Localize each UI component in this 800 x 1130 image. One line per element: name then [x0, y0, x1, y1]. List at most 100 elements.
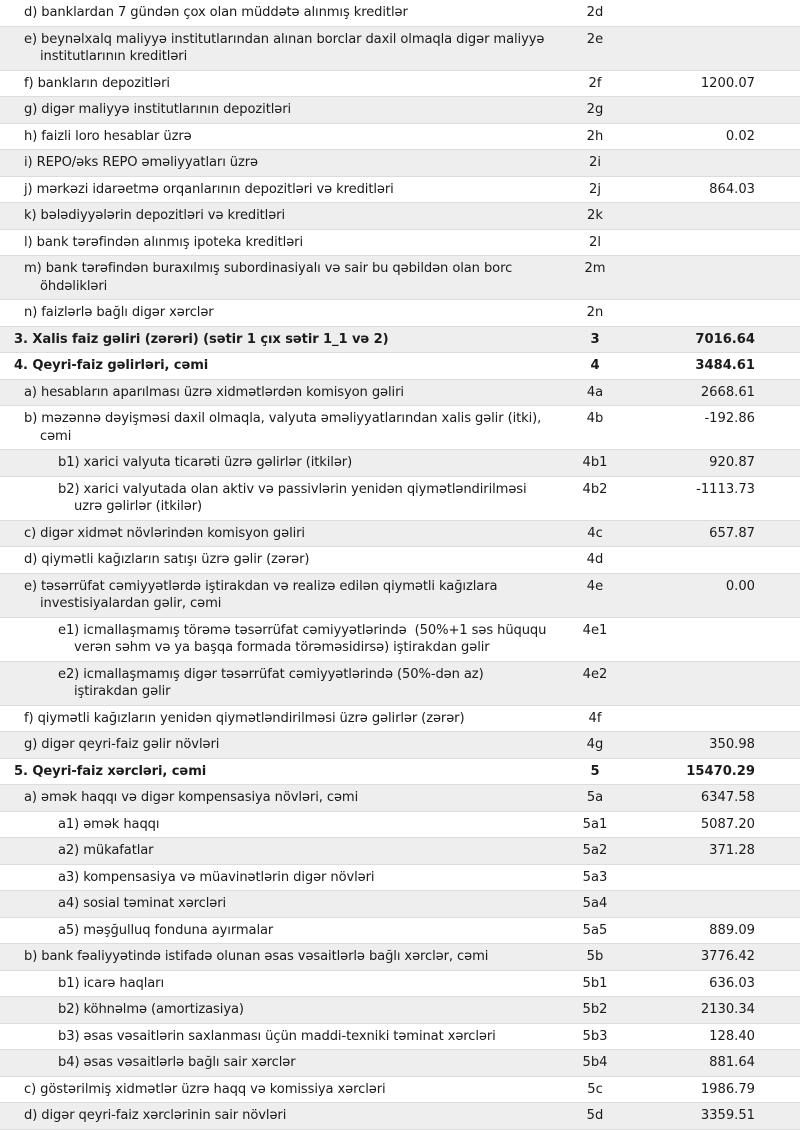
- row-label: e2) icmallaşmamış digər təsərrüfat cəmiy…: [58, 666, 488, 700]
- table-row: b2) xarici valyutada olan aktiv və passi…: [0, 476, 800, 521]
- row-value: 128.40: [709, 1028, 755, 1044]
- row-code: 2m: [584, 261, 606, 276]
- row-code: 2j: [589, 181, 601, 197]
- table-row: e1) icmallaşmamış törəmə təsərrüfat cəmi…: [0, 617, 800, 662]
- table-row: e) təsərrüfat cəmiyyətlərdə iştirakdan v…: [0, 573, 800, 618]
- row-label: h) faizli loro hesablar üzrə: [24, 128, 192, 144]
- row-code: 5c: [587, 1081, 603, 1097]
- row-label: g) digər maliyyə institutlarının depozit…: [24, 102, 292, 117]
- row-value: 0.02: [725, 128, 755, 144]
- row-code: 4c: [587, 525, 603, 541]
- row-label: a) əmək haqqı və digər kompensasiya növl…: [24, 790, 359, 805]
- row-code: 5b4: [582, 1055, 608, 1070]
- row-code: 2d: [586, 5, 604, 20]
- row-label: a) hesabların aparılması üzrə xidmətlərd…: [24, 384, 404, 400]
- row-value: 864.03: [709, 181, 755, 197]
- row-label: g) digər qeyri-faiz gəlir növləri: [24, 737, 220, 752]
- row-code: 4e1: [582, 622, 608, 638]
- row-code: 5d: [586, 1108, 604, 1123]
- row-value: [635, 300, 800, 308]
- row-value: [635, 706, 800, 714]
- table-row: b4) əsas vəsaitlərlə bağlı sair xərclər 5…: [0, 1050, 800, 1077]
- row-code: 4b: [586, 411, 604, 426]
- row-value: 3484.61: [695, 358, 755, 373]
- row-code: 2l: [589, 234, 601, 250]
- table-row: a4) sosial təminat xərcləri 5a4: [0, 891, 800, 918]
- row-label: b) bank fəaliyyətində istifadə olunan əs…: [24, 949, 489, 964]
- row-label: b3) əsas vəsaitlərin saxlanması üçün mad…: [58, 1028, 496, 1044]
- row-code: 2k: [587, 208, 603, 223]
- row-label: e1) icmallaşmamış törəmə təsərrüfat cəmi…: [58, 622, 551, 656]
- table-row: a2) mükafatlar 5a2 371.28: [0, 838, 800, 865]
- table-row: h) faizli loro hesablar üzrə 2h 0.02: [0, 123, 800, 150]
- row-code: 2h: [586, 128, 604, 144]
- row-label: b) məzənnə dəyişməsi daxil olmaqla, valy…: [24, 411, 546, 444]
- row-value: [635, 256, 800, 264]
- row-label: e) təsərrüfat cəmiyyətlərdə iştirakdan v…: [24, 578, 502, 612]
- row-code: 2n: [586, 305, 604, 320]
- table-row: b1) icarə haqları 5b1 636.03: [0, 970, 800, 997]
- row-label: f) qiymətli kağızların yenidən qiymətlən…: [24, 710, 465, 726]
- table-row: b) bank fəaliyyətində istifadə olunan əs…: [0, 944, 800, 971]
- row-value: 881.64: [709, 1055, 755, 1070]
- row-code: 2g: [586, 102, 604, 117]
- table-row: b2) köhnəlmə (amortizasiya) 5b2 2130.34: [0, 997, 800, 1024]
- row-value: [635, 230, 800, 238]
- row-label: m) bank tərəfindən buraxılmış subordinas…: [24, 261, 517, 294]
- row-value: 5087.20: [700, 816, 755, 832]
- table-row: l) bank tərəfindən alınmış ipoteka kredi…: [0, 229, 800, 256]
- row-code: 2f: [588, 75, 602, 91]
- row-code: 5: [590, 763, 600, 779]
- row-label: l) bank tərəfindən alınmış ipoteka kredi…: [24, 234, 303, 250]
- row-code: 3: [590, 331, 600, 347]
- table-row: d) digər qeyri-faiz xərclərinin sair növ…: [0, 1103, 800, 1130]
- row-label: e) beynəlxalq maliyyə institutlarından a…: [24, 31, 549, 65]
- row-label: f) bankların depozitləri: [24, 75, 170, 91]
- row-value: 350.98: [709, 737, 755, 752]
- row-label: j) mərkəzi idarəetmə orqanlarının depozi…: [24, 181, 394, 197]
- row-value: 889.09: [709, 922, 755, 938]
- table-row: a) əmək haqqı və digər kompensasiya növl…: [0, 785, 800, 812]
- table-row: a3) kompensasiya və müavinətlərin digər …: [0, 864, 800, 891]
- row-code: 5a4: [582, 896, 608, 911]
- row-value: 2130.34: [700, 1002, 755, 1017]
- row-code: 4d: [586, 552, 604, 567]
- row-value: 0.00: [725, 578, 755, 594]
- row-label: k) bələdiyyələrin depozitləri və kreditl…: [24, 208, 286, 223]
- row-value: [635, 891, 800, 899]
- row-value: 1200.07: [700, 75, 755, 91]
- row-code: 4e2: [582, 666, 608, 682]
- row-label: a2) mükafatlar: [58, 843, 154, 858]
- table-row: 4. Qeyri-faiz gəlirləri, cəmi 4 3484.61: [0, 353, 800, 380]
- row-code: 4f: [588, 710, 602, 726]
- row-value: 3359.51: [700, 1108, 755, 1123]
- row-code: 4g: [586, 737, 604, 752]
- row-value: [635, 203, 800, 211]
- row-label: a1) əmək haqqı: [58, 816, 160, 832]
- table-row: e) beynəlxalq maliyyə institutlarından a…: [0, 26, 800, 71]
- row-value: [635, 0, 800, 8]
- row-value: 2668.61: [700, 384, 755, 400]
- row-value: [635, 97, 800, 105]
- row-code: 4b1: [582, 455, 608, 470]
- row-label: i) REPO/əks REPO əməliyyatları üzrə: [24, 155, 259, 170]
- table-row: m) bank tərəfindən buraxılmış subordinas…: [0, 256, 800, 300]
- row-value: 7016.64: [695, 331, 755, 347]
- row-code: 5a5: [582, 922, 608, 938]
- row-code: 5a3: [582, 869, 608, 885]
- row-value: [635, 865, 800, 873]
- table-row: g) digər qeyri-faiz gəlir növləri 4g 350.9…: [0, 732, 800, 759]
- row-label: b2) köhnəlmə (amortizasiya): [58, 1002, 244, 1017]
- row-value: 920.87: [709, 455, 755, 470]
- row-value: -192.86: [704, 411, 755, 426]
- table-row: k) bələdiyyələrin depozitləri və kreditl…: [0, 203, 800, 230]
- table-row: d) banklardan 7 gündən çox olan müddətə …: [0, 0, 800, 27]
- table-row: c) göstərilmiş xidmətlər üzrə haqq və ko…: [0, 1076, 800, 1103]
- table-row: 3. Xalis faiz gəliri (zərəri) (sətir 1 ç…: [0, 326, 800, 353]
- row-label: a4) sosial təminat xərcləri: [58, 896, 227, 911]
- row-label: b2) xarici valyutada olan aktiv və passi…: [58, 481, 531, 515]
- table-row: i) REPO/əks REPO əməliyyatları üzrə 2i: [0, 150, 800, 177]
- row-code: 5b1: [582, 975, 608, 991]
- row-code: 4a: [586, 384, 604, 400]
